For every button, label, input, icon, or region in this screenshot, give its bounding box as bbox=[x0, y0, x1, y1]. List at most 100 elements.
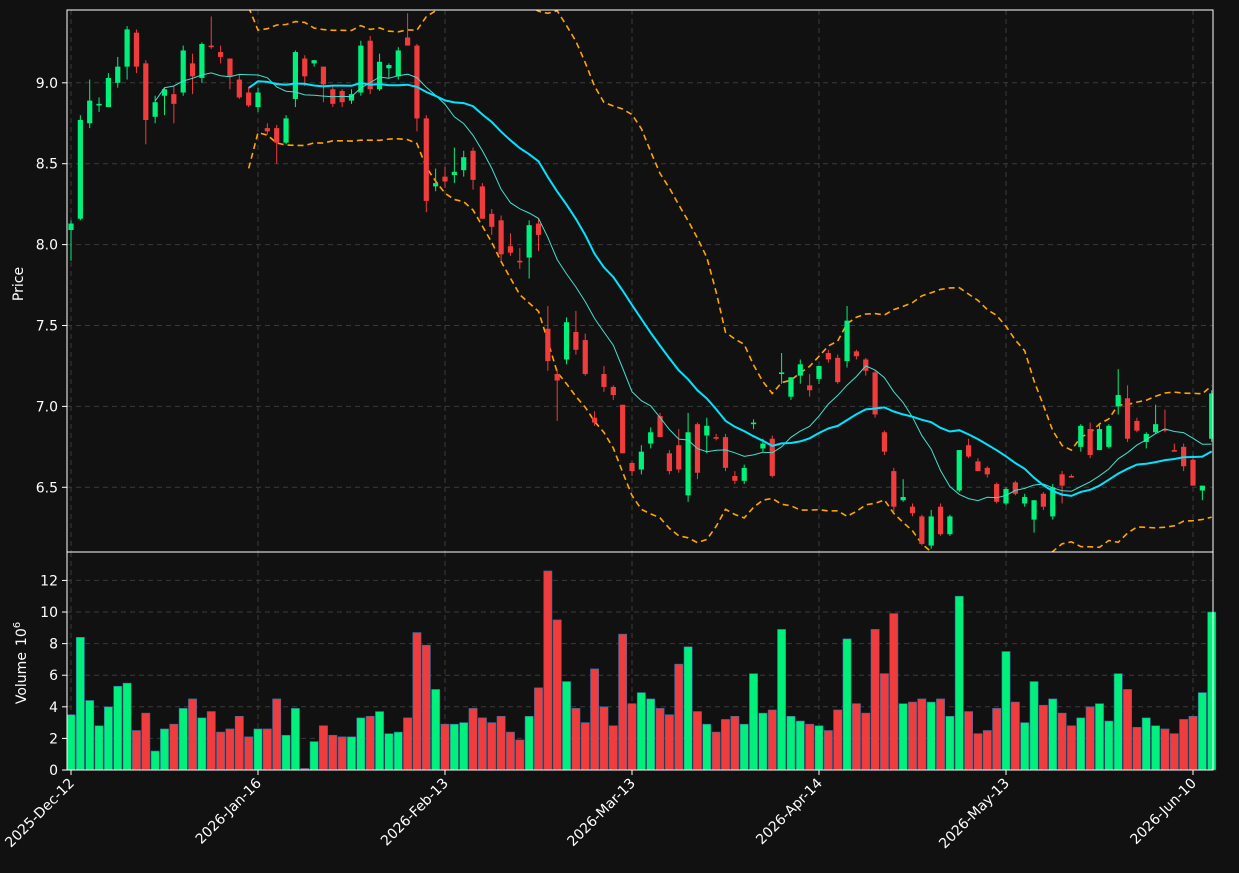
candle-body bbox=[376, 61, 383, 90]
volume-bar bbox=[1207, 611, 1217, 771]
volume-bar bbox=[141, 712, 151, 771]
volume-bar bbox=[421, 644, 431, 771]
candle-body bbox=[517, 260, 523, 263]
volume-bar bbox=[758, 712, 768, 771]
candle-body bbox=[1096, 429, 1103, 451]
candle-body bbox=[1190, 459, 1196, 486]
candle-body bbox=[171, 94, 177, 104]
volume-bar bbox=[1151, 725, 1160, 771]
volume-bar bbox=[365, 715, 375, 771]
volume-bar bbox=[702, 723, 712, 771]
candles bbox=[68, 13, 1213, 549]
bollinger-bands bbox=[247, 10, 1213, 552]
candle-body bbox=[601, 374, 607, 387]
volume-bar bbox=[1039, 704, 1048, 771]
candle-body bbox=[722, 437, 729, 468]
volume-bar bbox=[337, 736, 347, 771]
candle-body bbox=[1050, 487, 1056, 517]
price-tick-label: 7.0 bbox=[36, 399, 58, 415]
volume-bar bbox=[636, 692, 646, 771]
candle-body bbox=[161, 89, 168, 96]
volume-bar bbox=[319, 725, 328, 771]
candle-body bbox=[414, 45, 420, 119]
price-tick-label: 6.5 bbox=[36, 480, 58, 496]
volume-bar bbox=[1123, 689, 1132, 771]
volume-bar bbox=[571, 708, 581, 771]
volume-bar bbox=[730, 715, 740, 771]
candle-body bbox=[1209, 393, 1213, 439]
candle-body bbox=[769, 438, 775, 476]
volume-bar bbox=[992, 708, 1002, 771]
volume-tick-label: 4 bbox=[49, 700, 58, 716]
volume-bar bbox=[1179, 719, 1189, 771]
candle-body bbox=[872, 372, 878, 415]
candle-body bbox=[1087, 429, 1093, 455]
candle-body bbox=[461, 157, 467, 171]
volume-bar bbox=[814, 725, 824, 771]
volume-bar bbox=[393, 731, 403, 771]
volume-bar bbox=[534, 687, 543, 771]
fast-moving-average-line bbox=[154, 72, 1212, 502]
candle-body bbox=[479, 186, 485, 219]
volume-bar bbox=[328, 734, 338, 771]
candle-body bbox=[573, 331, 579, 350]
candle-body bbox=[199, 43, 205, 78]
volume-bar bbox=[1188, 715, 1198, 771]
volume-bar bbox=[244, 736, 254, 771]
volume-bar bbox=[178, 708, 188, 771]
volume-bar bbox=[384, 733, 394, 771]
volume-bar bbox=[1095, 703, 1104, 771]
candle-body bbox=[264, 128, 270, 132]
candle-body bbox=[582, 340, 588, 375]
volume-bar bbox=[449, 723, 459, 771]
volume-bar bbox=[122, 682, 132, 771]
volume-bar bbox=[842, 638, 852, 771]
candle-body bbox=[1162, 429, 1168, 431]
volume-bar bbox=[272, 698, 282, 771]
candle-body bbox=[835, 357, 841, 383]
volume-bar bbox=[150, 750, 160, 771]
candle-body bbox=[853, 351, 859, 357]
volume-bar bbox=[954, 595, 964, 771]
volume-bar bbox=[739, 723, 749, 771]
volume-bar bbox=[664, 714, 674, 771]
candle-body bbox=[638, 451, 644, 470]
candle-body bbox=[816, 365, 822, 379]
candle-body bbox=[676, 445, 682, 470]
candle-body bbox=[451, 171, 457, 176]
volume-bar bbox=[627, 703, 637, 771]
price-tick-label: 8.5 bbox=[36, 157, 58, 173]
candle-body bbox=[526, 225, 532, 258]
volume-bar bbox=[823, 730, 833, 771]
candle-body bbox=[386, 65, 392, 69]
volume-bar bbox=[1197, 692, 1207, 771]
candle-body bbox=[563, 322, 570, 360]
volume-bar bbox=[347, 736, 356, 771]
candle-body bbox=[292, 52, 298, 99]
volume-bar bbox=[721, 719, 730, 771]
candle-body bbox=[657, 416, 663, 438]
candle-body bbox=[489, 213, 495, 227]
volume-bar bbox=[169, 723, 179, 771]
volume-bar bbox=[693, 711, 702, 771]
volume-bar bbox=[94, 725, 104, 771]
volume-bar bbox=[618, 633, 628, 771]
volume-bar bbox=[889, 613, 899, 771]
candle-body bbox=[1012, 482, 1018, 494]
candle-body bbox=[1124, 398, 1131, 439]
volume-bar bbox=[1104, 720, 1114, 771]
volume-bar bbox=[1010, 701, 1020, 771]
volume-bar bbox=[945, 715, 955, 771]
candle-body bbox=[1199, 485, 1205, 491]
volume-bar bbox=[431, 689, 441, 771]
candle-body bbox=[919, 516, 925, 544]
volume-bar bbox=[403, 717, 412, 771]
volume-bar bbox=[188, 698, 197, 771]
candle-body bbox=[648, 432, 654, 444]
candle-body bbox=[227, 58, 233, 77]
volume-bar bbox=[1001, 651, 1011, 771]
candle-body bbox=[152, 102, 158, 117]
candle-body bbox=[180, 50, 186, 93]
candle-body bbox=[592, 417, 598, 423]
